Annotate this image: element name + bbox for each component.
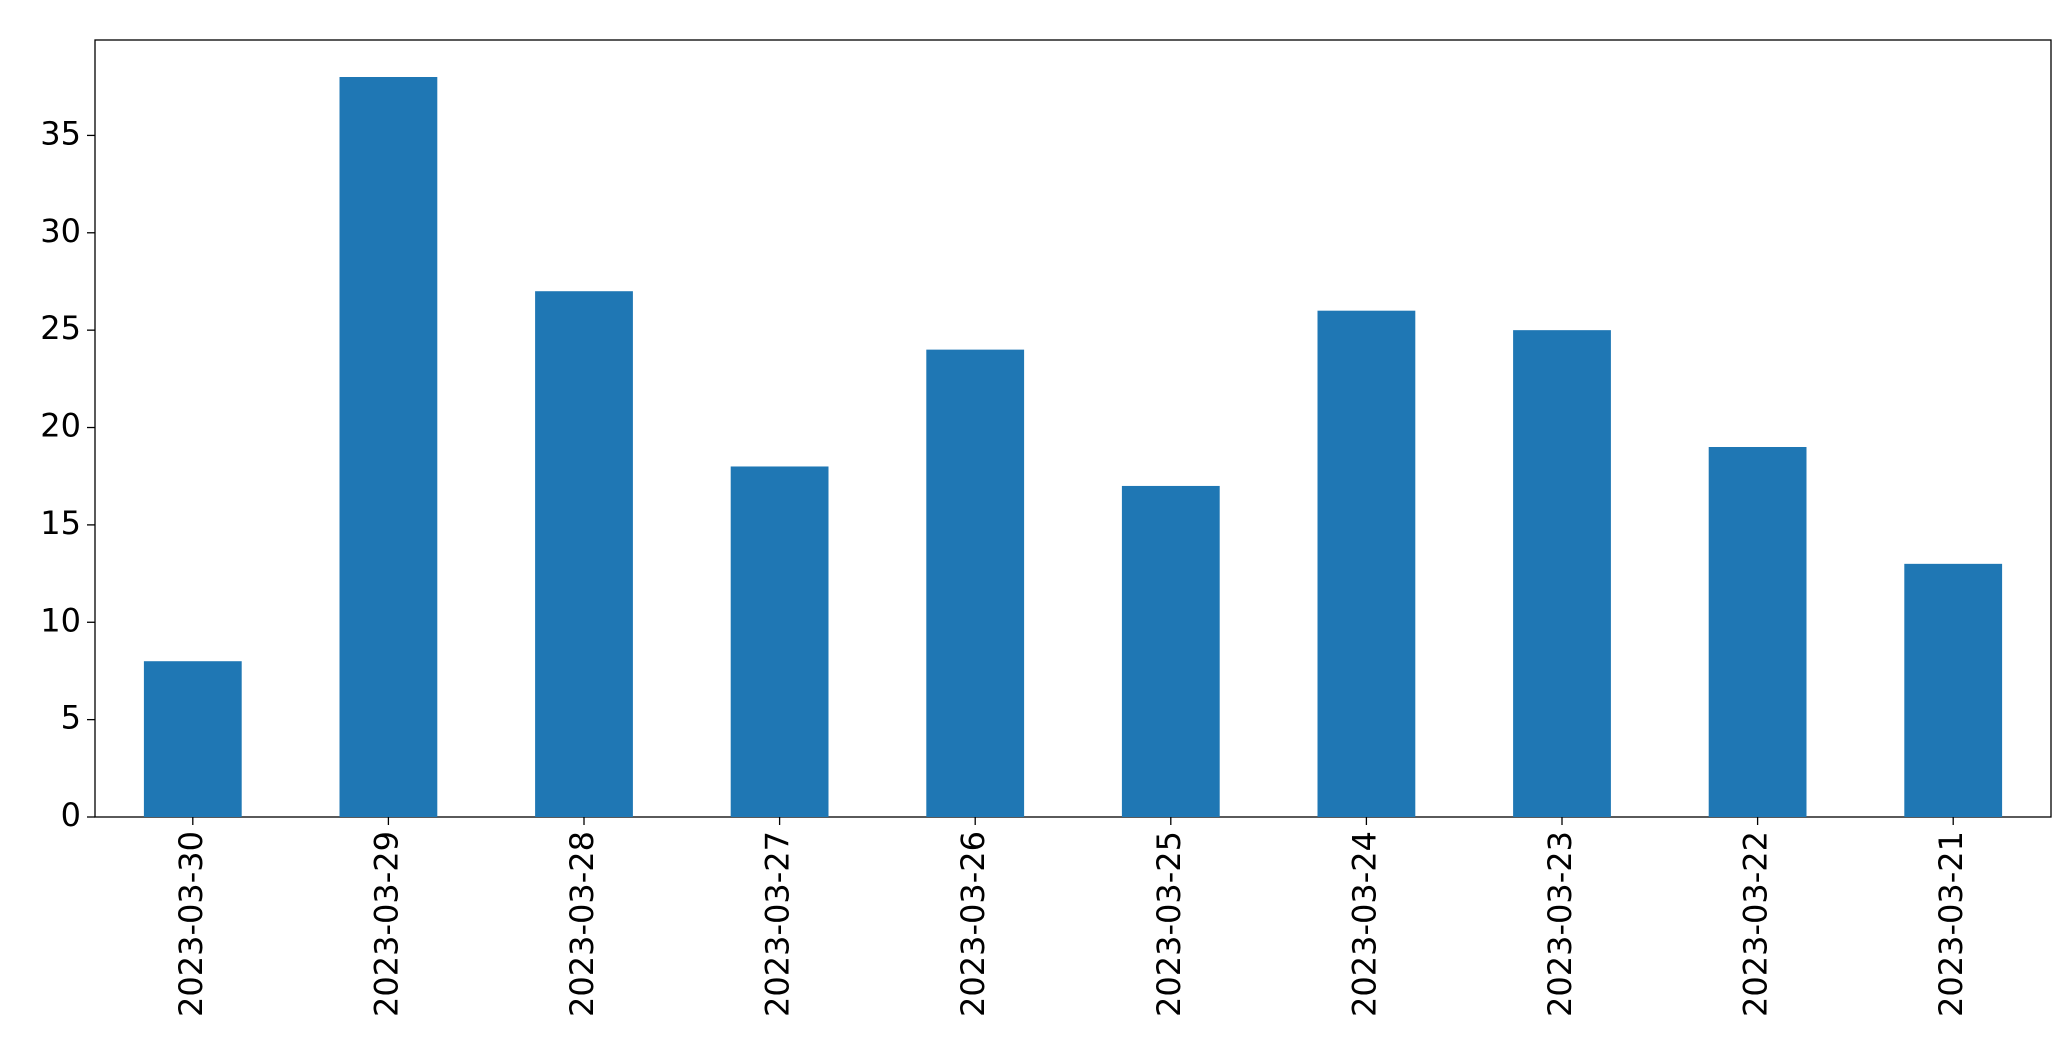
y-tick-label: 25 [40,309,81,347]
bar [1317,310,1416,817]
y-tick-label: 0 [61,796,81,834]
plot-frame [94,39,2052,818]
y-tick-label: 35 [40,114,81,152]
bar [1121,485,1220,817]
bar [730,466,829,817]
bar [1708,447,1807,817]
x-tick-label: 2023-03-27 [759,831,797,1017]
x-tick-label: 2023-03-22 [1737,831,1775,1017]
bar [1513,330,1611,817]
bar [339,77,438,817]
x-tick-label: 2023-03-28 [563,831,601,1017]
bar [926,349,1025,817]
x-tick-label: 2023-03-21 [1932,831,1970,1017]
x-tick-label: 2023-03-23 [1541,831,1579,1017]
bar [535,291,633,817]
y-tick-label: 15 [40,504,81,542]
bar [1904,563,2003,817]
x-tick-label: 2023-03-24 [1345,831,1383,1017]
x-tick-label: 2023-03-29 [367,831,405,1017]
bar [143,661,242,817]
x-tick-label: 2023-03-25 [1150,831,1188,1017]
x-tick-label: 2023-03-30 [172,831,210,1017]
y-tick-label: 5 [61,699,81,737]
y-tick-label: 20 [40,407,81,445]
x-tick-label: 2023-03-26 [954,831,992,1017]
y-tick-label: 30 [40,212,81,250]
y-tick-label: 10 [40,601,81,639]
